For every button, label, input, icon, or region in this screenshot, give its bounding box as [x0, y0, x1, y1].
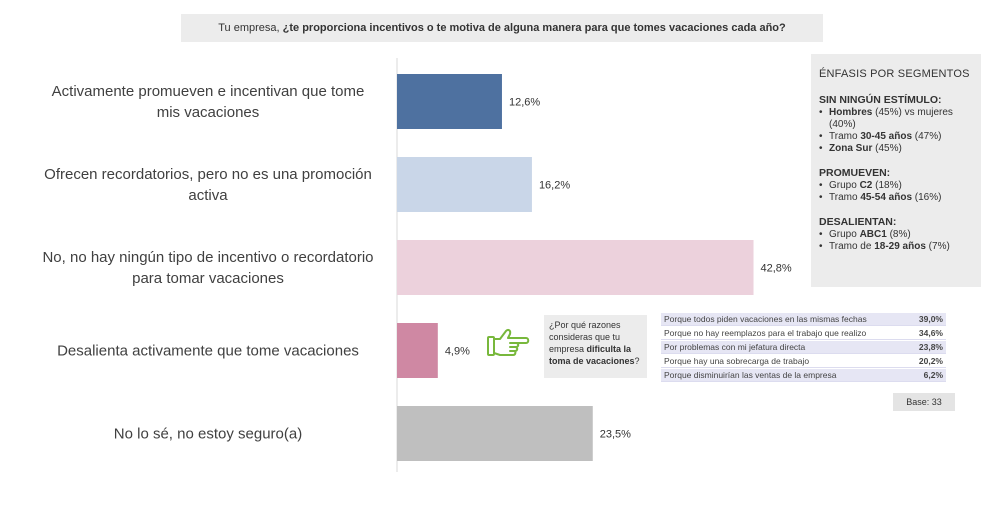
bar: [397, 406, 593, 461]
question-text: ¿te proporciona incentivos o te motiva d…: [282, 22, 786, 34]
category-label: mis vacaciones: [157, 104, 260, 121]
reason-text: Porque todos piden vacaciones en las mis…: [664, 314, 867, 324]
segments-panel: ÉNFASIS POR SEGMENTOS SIN NINGÚN ESTÍMUL…: [811, 54, 981, 287]
bar-value-label: 16,2%: [539, 180, 570, 192]
why-bold: dificulta la toma de vacaciones: [549, 344, 635, 366]
table-row: Porque hay una sobrecarga de trabajo 20,2…: [661, 355, 946, 368]
bar-value-label: 4,9%: [445, 346, 470, 358]
reason-value: 6,2%: [923, 370, 943, 380]
reason-text: Porque disminuirían las ventas de la emp…: [664, 370, 837, 380]
segment-group-1: PROMUEVEN: Grupo C2 (18%) Tramo 45-54 añ…: [819, 167, 973, 204]
reason-value: 20,2%: [918, 356, 943, 366]
reasons-table: Porque todos piden vacaciones en las mis…: [661, 313, 946, 383]
reason-text: Por problemas con mi jefatura directa: [664, 342, 806, 352]
pointing-hand-icon: [487, 329, 530, 356]
reason-value: 23,8%: [918, 342, 943, 352]
bar: [397, 74, 502, 129]
segment-group-title: DESALIENTAN:: [819, 216, 897, 228]
segment-item: Hombres (45%) vs mujeres (40%): [819, 107, 973, 131]
table-row: Porque no hay reemplazos para el trabajo…: [661, 327, 946, 340]
category-label: activa: [188, 187, 228, 204]
segment-item: Tramo 45-54 años (16%): [819, 192, 973, 204]
segment-item: Grupo ABC1 (8%): [819, 229, 973, 241]
question-header: Tu empresa, ¿te proporciona incentivos o…: [181, 14, 823, 42]
category-label: No lo sé, no estoy seguro(a): [114, 426, 302, 443]
bar: [397, 240, 754, 295]
table-row: Por problemas con mi jefatura directa 23,…: [661, 341, 946, 354]
category-label: Desalienta activamente que tome vacacion…: [57, 343, 359, 360]
reason-text: Porque no hay reemplazos para el trabajo…: [664, 328, 867, 338]
why-question-box: ¿Por qué razones consideras que tu empre…: [544, 315, 647, 378]
base-badge: Base: 33: [893, 393, 955, 411]
segment-group-title: SIN NINGÚN ESTÍMULO:: [819, 94, 942, 106]
segment-item: Zona Sur (45%): [819, 143, 973, 155]
category-label: No, no hay ningún tipo de incentivo o re…: [42, 249, 373, 266]
segments-title: ÉNFASIS POR SEGMENTOS: [819, 68, 970, 80]
why-text: ¿Por qué razones consideras que tu empre…: [549, 320, 621, 354]
reason-text: Porque hay una sobrecarga de trabajo: [664, 356, 810, 366]
reason-value: 39,0%: [918, 314, 943, 324]
bar: [397, 323, 438, 378]
reason-value: 34,6%: [918, 328, 943, 338]
category-label: para tomar vacaciones: [132, 270, 284, 287]
bar: [397, 157, 532, 212]
bar-value-label: 12,6%: [509, 97, 540, 109]
segment-item: Grupo C2 (18%): [819, 180, 973, 192]
category-label: Activamente promueven e incentivan que t…: [52, 83, 365, 100]
segment-group-title: PROMUEVEN:: [819, 167, 891, 179]
bar-value-label: 42,8%: [761, 263, 792, 275]
table-row: Porque todos piden vacaciones en las mis…: [661, 313, 946, 326]
segment-group-2: DESALIENTAN: Grupo ABC1 (8%) Tramo de 18…: [819, 216, 973, 253]
segment-group-0: SIN NINGÚN ESTÍMULO: Hombres (45%) vs mu…: [819, 94, 973, 155]
bar-value-label: 23,5%: [600, 429, 631, 441]
segment-item: Tramo de 18-29 años (7%): [819, 241, 973, 253]
table-row: Porque disminuirían las ventas de la emp…: [661, 369, 946, 382]
question-prefix: Tu empresa,: [218, 22, 280, 34]
segment-item: Tramo 30-45 años (47%): [819, 131, 973, 143]
category-label: Ofrecen recordatorios, pero no es una pr…: [44, 166, 372, 183]
